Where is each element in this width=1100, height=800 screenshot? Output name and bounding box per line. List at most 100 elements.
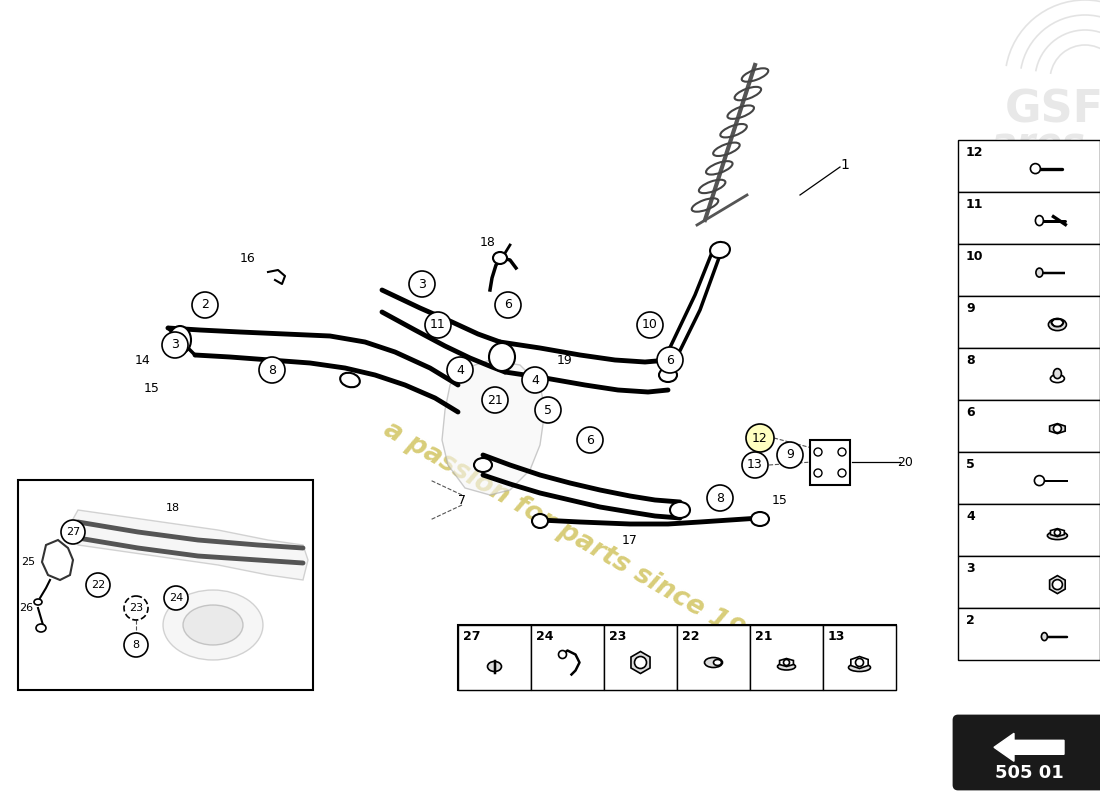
Ellipse shape (175, 334, 185, 346)
Text: 3: 3 (172, 338, 179, 351)
Bar (750, 625, 823, 690)
Ellipse shape (490, 343, 515, 371)
Text: 21: 21 (755, 630, 772, 643)
Text: 21: 21 (487, 394, 503, 406)
Ellipse shape (532, 514, 548, 528)
Polygon shape (42, 540, 73, 580)
Ellipse shape (1047, 532, 1067, 540)
Bar (958, 244, 1100, 296)
Text: 2: 2 (201, 298, 209, 311)
Text: 1: 1 (840, 158, 849, 172)
Ellipse shape (1036, 268, 1043, 277)
Circle shape (447, 357, 473, 383)
Text: ares: ares (990, 126, 1085, 164)
Ellipse shape (163, 590, 263, 660)
FancyBboxPatch shape (954, 716, 1100, 789)
Bar (958, 400, 1100, 452)
Text: 8: 8 (716, 491, 724, 505)
Ellipse shape (751, 512, 769, 526)
Circle shape (707, 485, 733, 511)
Circle shape (578, 427, 603, 453)
Bar (958, 296, 1100, 348)
Text: 5: 5 (966, 458, 975, 470)
Bar (958, 348, 1100, 400)
Text: 13: 13 (747, 458, 763, 471)
Text: 9: 9 (786, 449, 794, 462)
Polygon shape (1049, 576, 1065, 594)
Ellipse shape (1052, 318, 1064, 326)
Text: 6: 6 (667, 354, 674, 366)
Circle shape (814, 448, 822, 456)
Circle shape (162, 332, 188, 358)
Text: 11: 11 (966, 198, 983, 210)
Text: 6: 6 (504, 298, 512, 311)
Text: 8: 8 (132, 640, 140, 650)
Text: 23: 23 (129, 603, 143, 613)
Text: 25: 25 (21, 557, 35, 567)
Circle shape (192, 292, 218, 318)
Text: 19: 19 (557, 354, 573, 366)
Text: 12: 12 (752, 431, 768, 445)
Text: 18: 18 (480, 237, 496, 250)
Text: 13: 13 (828, 630, 846, 643)
Ellipse shape (1042, 633, 1047, 641)
Circle shape (559, 650, 566, 658)
Text: 27: 27 (66, 527, 80, 537)
Text: 9: 9 (966, 302, 975, 314)
Ellipse shape (183, 605, 243, 645)
Text: 2: 2 (966, 614, 975, 626)
Circle shape (1055, 530, 1060, 536)
Circle shape (60, 520, 85, 544)
Circle shape (164, 586, 188, 610)
Circle shape (635, 657, 647, 669)
Text: 7: 7 (458, 494, 466, 506)
Circle shape (1053, 579, 1063, 590)
Bar (958, 556, 1100, 608)
Text: 23: 23 (609, 630, 626, 643)
Text: 3: 3 (966, 562, 975, 574)
Ellipse shape (1054, 369, 1062, 378)
Text: 6: 6 (586, 434, 594, 446)
Bar (958, 140, 1100, 192)
Text: 17: 17 (623, 534, 638, 546)
Ellipse shape (659, 368, 676, 382)
Text: 22: 22 (682, 630, 700, 643)
Text: 10: 10 (642, 318, 658, 331)
Circle shape (838, 448, 846, 456)
Circle shape (1034, 475, 1044, 486)
Circle shape (814, 469, 822, 477)
Circle shape (258, 357, 285, 383)
Bar (18, 480, 314, 690)
Circle shape (783, 659, 790, 666)
Text: 15: 15 (144, 382, 159, 394)
Polygon shape (1049, 424, 1065, 434)
Bar (458, 625, 896, 690)
Ellipse shape (169, 326, 191, 354)
Polygon shape (994, 734, 1064, 762)
Ellipse shape (704, 658, 723, 667)
Bar (458, 625, 531, 690)
Polygon shape (68, 510, 308, 580)
Text: 24: 24 (169, 593, 183, 603)
Text: 505 01: 505 01 (994, 764, 1064, 782)
Text: 15: 15 (772, 494, 788, 506)
Text: 3: 3 (418, 278, 426, 290)
Bar (604, 625, 676, 690)
Text: 14: 14 (135, 354, 151, 366)
Polygon shape (631, 651, 650, 674)
Text: 12: 12 (966, 146, 983, 158)
Circle shape (522, 367, 548, 393)
Text: 4: 4 (456, 363, 464, 377)
Ellipse shape (848, 663, 870, 671)
Polygon shape (1050, 529, 1065, 537)
Circle shape (124, 633, 148, 657)
Ellipse shape (474, 458, 492, 472)
Text: 5: 5 (544, 403, 552, 417)
Polygon shape (780, 658, 793, 666)
Ellipse shape (778, 663, 795, 670)
Circle shape (86, 573, 110, 597)
Text: 8: 8 (268, 363, 276, 377)
Text: 18: 18 (166, 503, 180, 513)
Circle shape (495, 292, 521, 318)
Bar (676, 625, 750, 690)
